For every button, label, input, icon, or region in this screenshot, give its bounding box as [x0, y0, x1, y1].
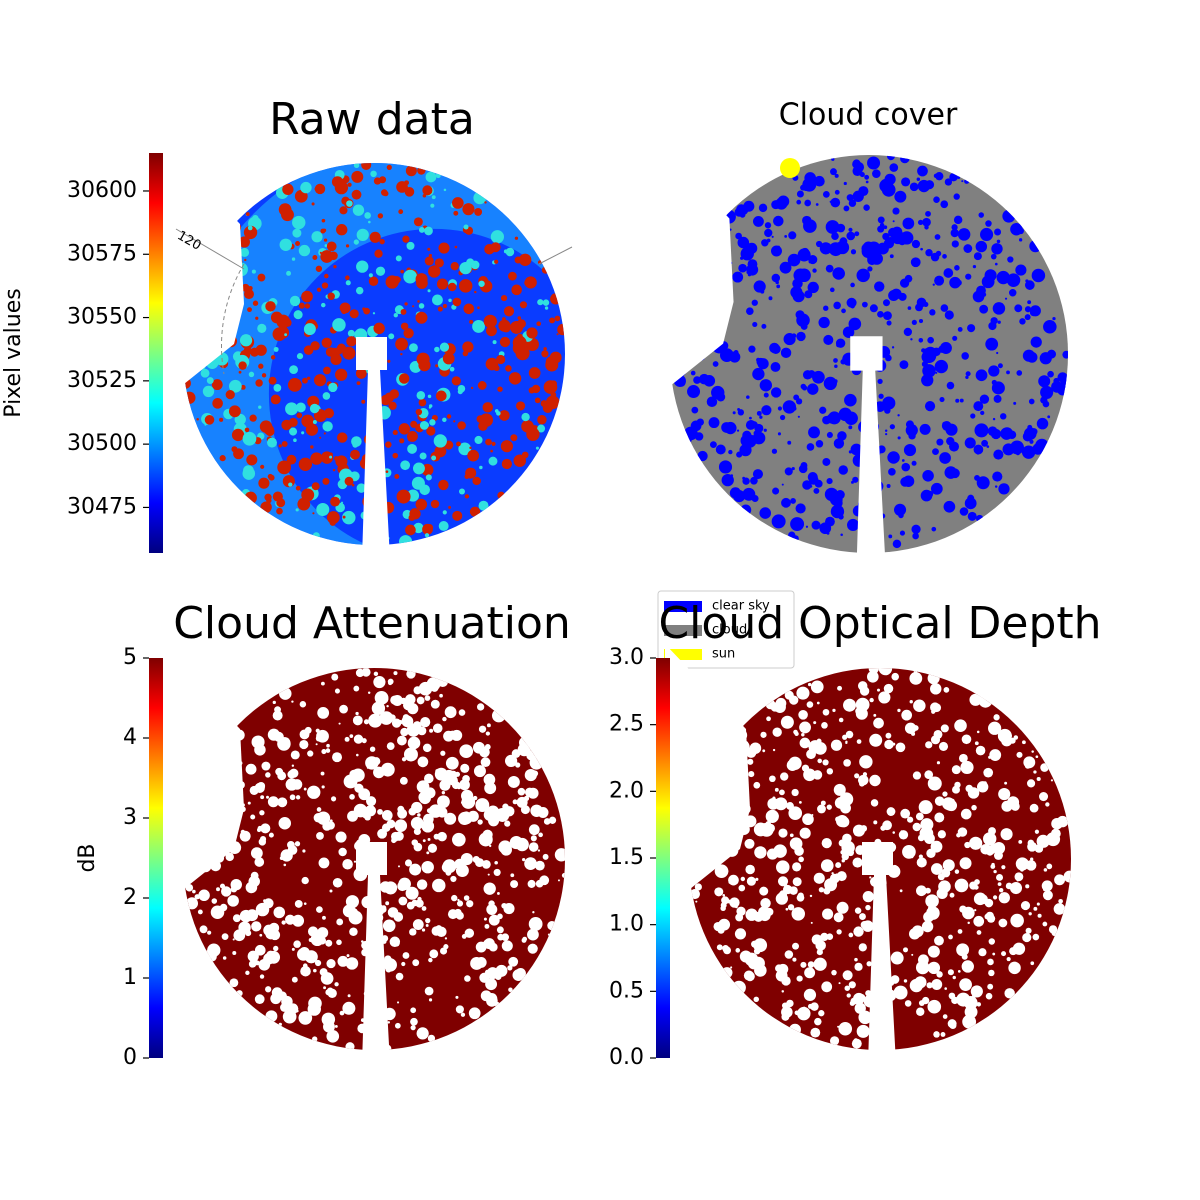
colorbar-tick-label: 0 — [123, 1045, 137, 1070]
colorbar-tick-label: 30575 — [67, 241, 137, 266]
colorbar-tick-label: 1.5 — [609, 845, 644, 870]
legend-swatch — [664, 601, 702, 612]
gnomon-line — [538, 246, 573, 265]
colorbar-tick-label: 1 — [123, 965, 137, 990]
legend-label: sun — [712, 647, 735, 662]
legend-label: clear sky — [712, 599, 770, 614]
image-panel: Cloud cover clear sky cloud sun — [644, 98, 1068, 669]
colorbar — [656, 658, 670, 1058]
colorbar-tick-label: 2 — [123, 885, 137, 910]
colorbar-tick-label: 3.0 — [609, 645, 644, 670]
gnomon-arc — [221, 263, 245, 375]
colorbar-tick-label: 30525 — [67, 368, 137, 393]
image-panel: Cloud Optical Depth 0.0 0.5 1.0 1.5 2.0 2.5 3.0 — [609, 598, 1102, 1070]
colorbar-tick-label: 30500 — [67, 431, 137, 456]
colorbar-label: dB — [75, 843, 100, 872]
panel-title: Raw data — [269, 94, 475, 145]
sky-image — [183, 163, 565, 545]
image-panel: Cloud Attenuation 0 1 2 3 4 5 dB — [75, 598, 571, 1070]
sun-marker — [780, 158, 800, 178]
colorbar-tick-label: 1.0 — [609, 912, 644, 937]
gnomon-line — [175, 228, 245, 270]
panel-title: Cloud Attenuation — [173, 598, 571, 649]
image-panel: Raw data12030475305003052530550305753060… — [1, 94, 573, 559]
legend: clear sky cloud sun — [657, 590, 795, 669]
colorbar-tick-label: 2.0 — [609, 778, 644, 803]
colorbar-tick-label: 2.5 — [609, 712, 644, 737]
colorbar — [149, 153, 163, 553]
legend-swatch — [664, 625, 702, 636]
legend-label: cloud — [712, 623, 747, 638]
legend-swatch — [664, 649, 702, 660]
colorbar-tick-label: 4 — [123, 725, 137, 750]
colorbar-tick-label: 30475 — [67, 494, 137, 519]
colorbar-tick-label: 0.5 — [609, 978, 644, 1003]
colorbar — [149, 658, 163, 1058]
colorbar-tick-label: 5 — [123, 645, 137, 670]
colorbar-tick-label: 30600 — [67, 178, 137, 203]
colorbar-tick-label: 0.0 — [609, 1045, 644, 1070]
colorbar-tick-label: 30550 — [67, 305, 137, 330]
colorbar-tick-label: 3 — [123, 805, 137, 830]
colorbar-label: Pixel values — [1, 288, 26, 417]
panel-title: Cloud cover — [779, 98, 958, 133]
panel-title: Cloud Optical Depth — [658, 598, 1101, 649]
